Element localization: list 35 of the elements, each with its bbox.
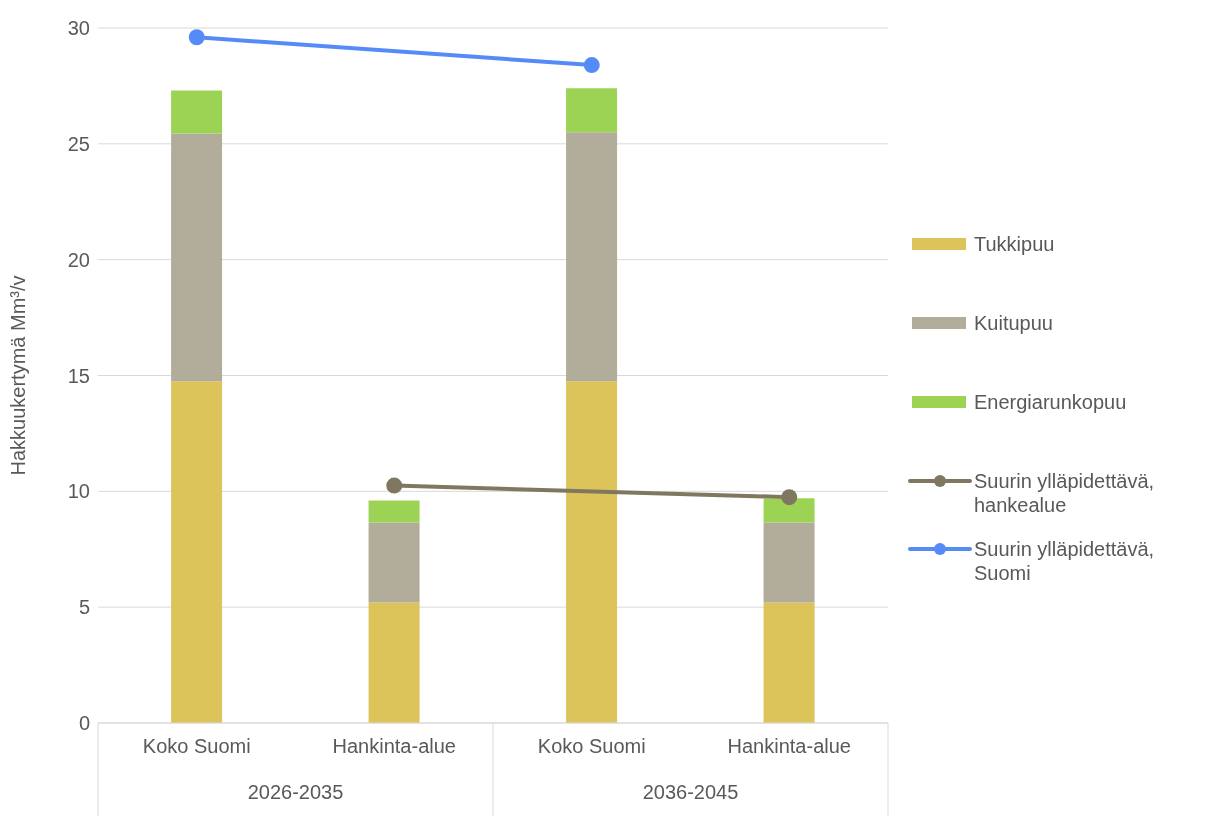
legend-label: Suurin ylläpidettävä, hankealue	[974, 468, 1156, 517]
text: 2026-2035	[247, 781, 344, 803]
x-tick-label: Koko Suomi	[537, 735, 646, 757]
bar	[566, 88, 618, 133]
text: 2036-2045	[642, 781, 739, 803]
y-tick-label: 0	[78, 712, 90, 735]
bar	[171, 133, 223, 382]
legend-label: Suurin ylläpidettävä, Suomi	[974, 536, 1156, 585]
bar	[171, 90, 223, 134]
bar	[368, 500, 420, 523]
bar	[763, 602, 815, 723]
y-tick-label: 25	[67, 132, 90, 155]
legend-label: Kuitupuu	[974, 310, 1053, 335]
point	[781, 489, 798, 506]
point	[583, 57, 600, 74]
bar	[566, 381, 618, 723]
x-tick-label: Hankinta-alue	[727, 735, 851, 757]
point	[188, 29, 205, 46]
y-tick-label: 5	[78, 596, 90, 619]
bar	[171, 381, 223, 723]
y-axis-title: Hakkuukertymä Mm³/v	[7, 275, 30, 476]
bar	[368, 522, 420, 603]
legend-label: Tukkipuu	[974, 231, 1055, 256]
x-tick-label: Koko Suomi	[142, 735, 251, 757]
bar	[566, 132, 618, 382]
y-tick-label: 20	[67, 248, 90, 271]
y-tick-label: 15	[67, 364, 90, 387]
x-tick-label: Hankinta-alue	[332, 735, 456, 757]
legend-label: Energiarunkopuu	[974, 389, 1127, 414]
bar	[763, 522, 815, 603]
bar	[368, 602, 420, 723]
y-tick-label: 10	[67, 480, 90, 503]
point	[386, 477, 403, 494]
y-tick-label: 30	[67, 17, 90, 40]
bar	[763, 498, 815, 523]
